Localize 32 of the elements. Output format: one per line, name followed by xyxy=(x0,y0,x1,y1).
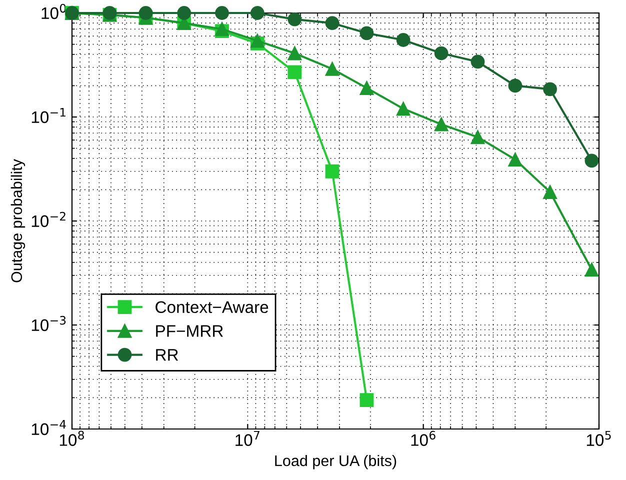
point xyxy=(508,78,522,93)
legend-label: Context−Aware xyxy=(156,301,268,314)
point xyxy=(250,6,264,20)
point xyxy=(177,6,192,20)
point xyxy=(434,46,448,60)
point xyxy=(360,393,374,407)
point xyxy=(470,130,485,144)
x-tick-label: 10$^{5}$ xyxy=(586,430,611,446)
point xyxy=(288,12,302,26)
y-axis-title: Outage probability xyxy=(10,159,26,282)
x-tick-label: 10$^{6}$ xyxy=(411,430,436,446)
point xyxy=(508,152,522,166)
legend-label: PF−MRR xyxy=(156,325,223,337)
point xyxy=(396,102,410,116)
y-tick-label: 10$^{−1}$ xyxy=(32,108,66,124)
point xyxy=(325,16,340,30)
point xyxy=(325,62,340,76)
point xyxy=(288,46,302,60)
point xyxy=(396,33,410,47)
point xyxy=(360,26,374,40)
x-axis-title: Load per UA (bits) xyxy=(275,454,396,470)
point xyxy=(288,65,302,80)
x-tick-label: 10$^{7}$ xyxy=(236,430,260,446)
point xyxy=(470,54,485,69)
point xyxy=(434,117,448,132)
y-tick-label: 10$^{−2}$ xyxy=(32,212,66,228)
point xyxy=(325,164,340,178)
legend-label: RR xyxy=(156,349,178,361)
point xyxy=(360,81,374,95)
y-tick-label: 10$^{−3}$ xyxy=(32,316,66,332)
point xyxy=(138,6,153,20)
point xyxy=(250,34,264,48)
